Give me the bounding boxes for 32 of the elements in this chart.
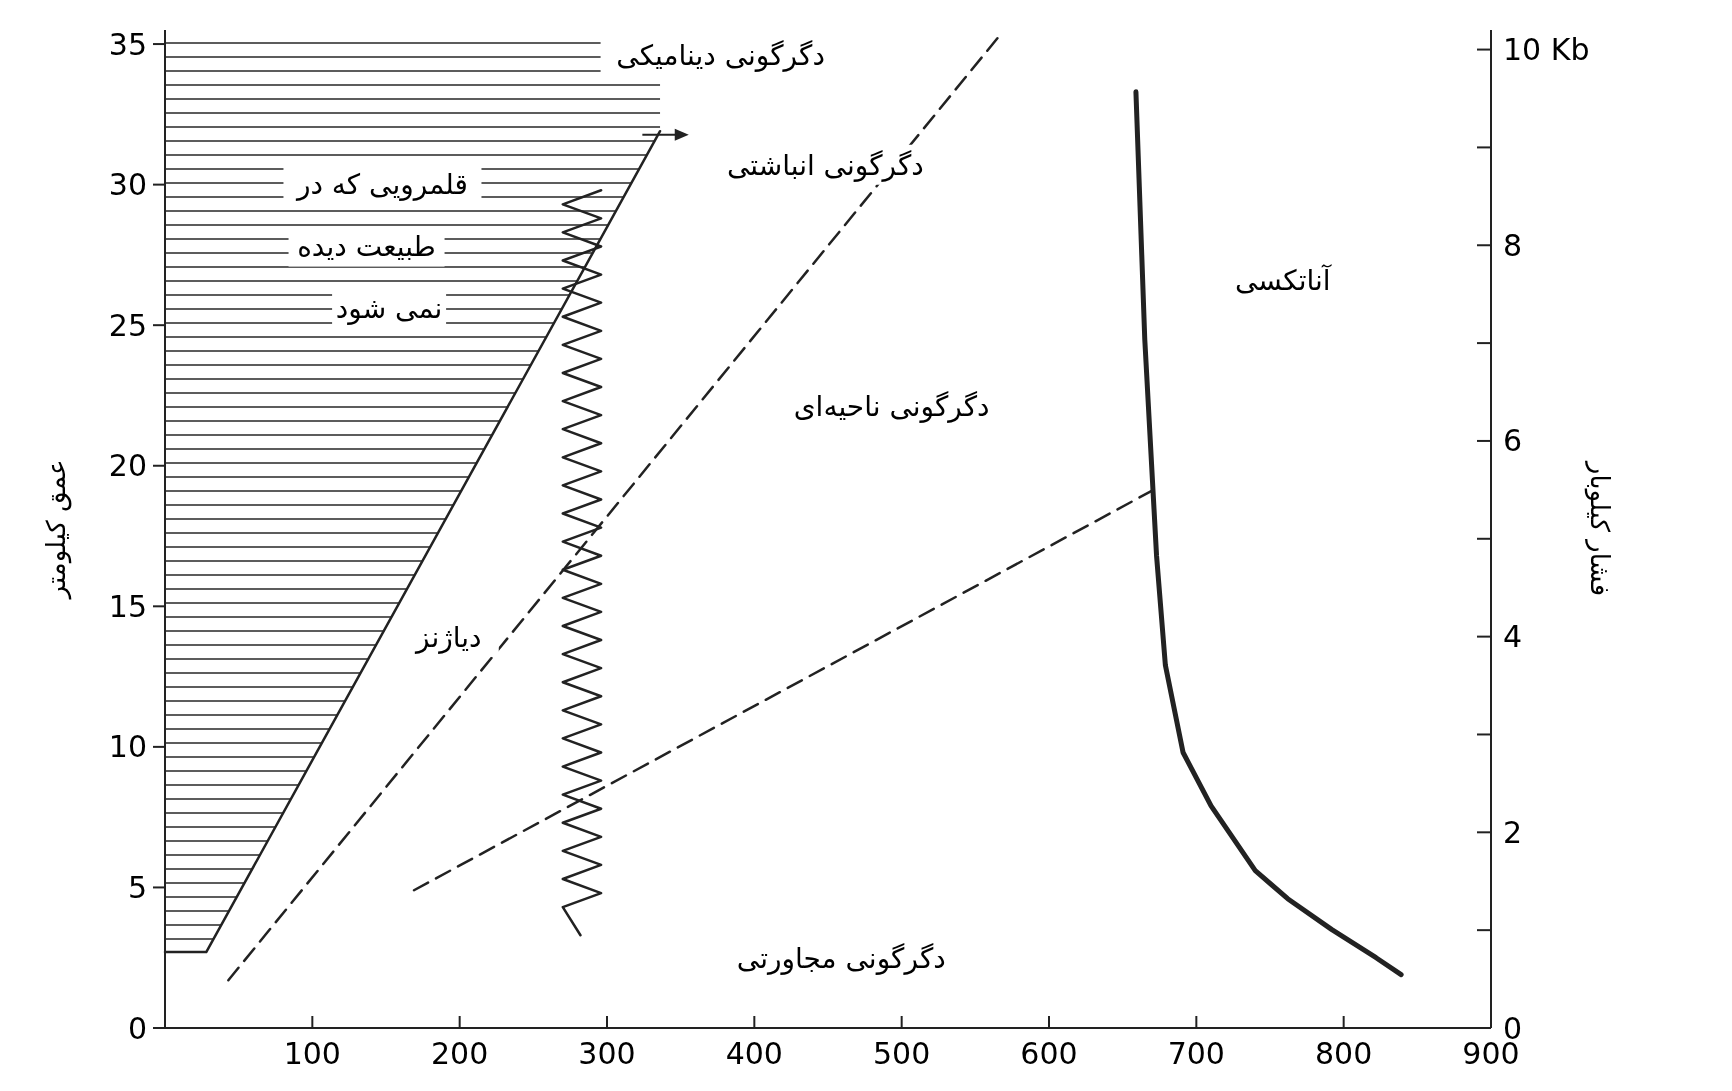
- annotation: آناتکسی: [1234, 264, 1332, 298]
- y2-tick-label: 4: [1503, 619, 1523, 655]
- annotation: دگرگونی دینامیکی: [616, 38, 825, 72]
- x-tick-label: 500: [873, 1036, 931, 1071]
- y-tick-label: 20: [108, 448, 147, 484]
- y-tick-label: 30: [108, 167, 147, 203]
- x-tick-label: 100: [283, 1036, 341, 1071]
- y2-tick-label: 8: [1503, 227, 1523, 263]
- y2-tick-label: 6: [1503, 423, 1523, 459]
- y-tick-label: 25: [108, 307, 147, 343]
- annotation: دیاژنز: [413, 620, 482, 654]
- annotation: طبیعت دیده: [297, 230, 436, 264]
- x-tick-label: 800: [1315, 1036, 1373, 1071]
- x-tick-label: 700: [1167, 1036, 1225, 1071]
- y-tick-label: 5: [127, 869, 147, 905]
- annotation: قلمرویی که در: [294, 168, 468, 202]
- y-tick-label: 35: [108, 26, 147, 62]
- y2-tick-label: 2: [1503, 814, 1523, 850]
- x-tick-label: 300: [578, 1036, 636, 1071]
- y-axis-title: عمق کیلومتر: [41, 459, 72, 601]
- x-tick-label: 400: [725, 1036, 783, 1071]
- annotation: دگرگونی ناحیه‌ای: [793, 390, 990, 424]
- annotation: نمی شود: [335, 292, 443, 326]
- annotation: دگرگونی انباشتی: [726, 148, 924, 182]
- y-tick-label: 0: [127, 1010, 147, 1046]
- y-tick-label: 15: [108, 588, 147, 624]
- y-tick-label: 10: [108, 729, 147, 765]
- x-tick-label: 600: [1020, 1036, 1078, 1071]
- y2-axis-title: فشار کیلوبار: [1584, 459, 1615, 597]
- y2-tick-label: 10 Kb: [1503, 32, 1590, 68]
- annotation: دگرگونی مجاورتی: [736, 941, 946, 975]
- x-tick-label: 200: [431, 1036, 489, 1071]
